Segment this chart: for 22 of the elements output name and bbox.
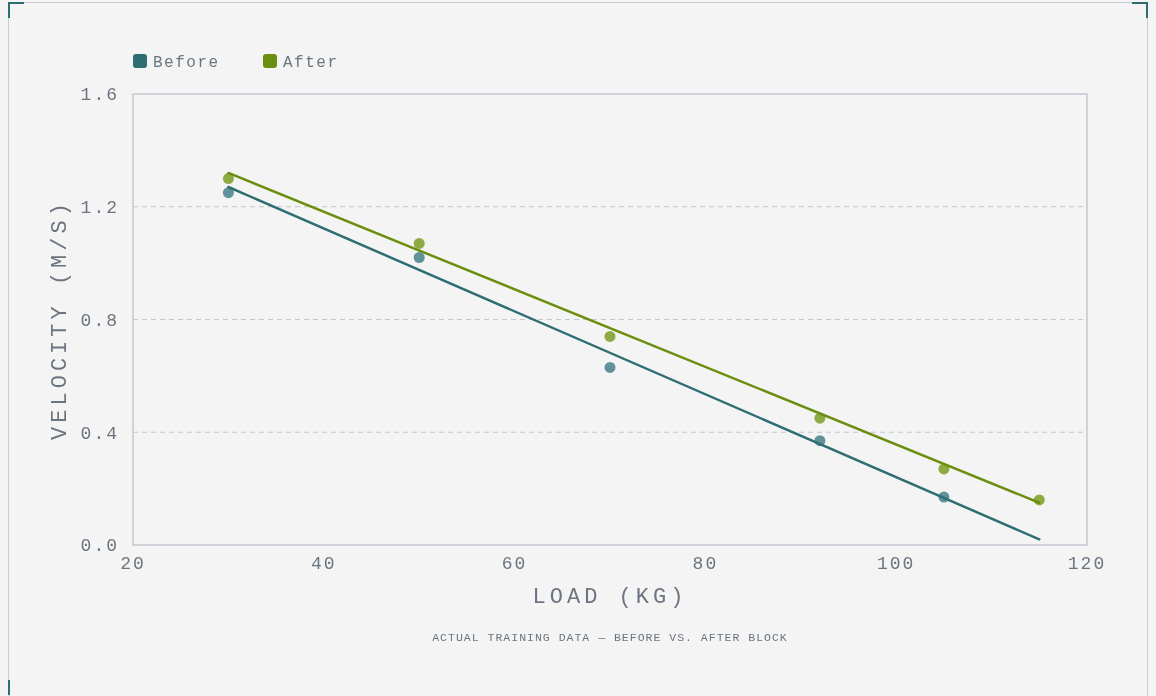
- x-tick-label: 40: [311, 554, 337, 574]
- y-tick-label: 1.2: [80, 198, 119, 219]
- x-tick-label: 80: [692, 554, 719, 574]
- x-tick-label: 100: [877, 554, 916, 574]
- x-tick-label: 120: [1067, 554, 1107, 574]
- y-axis-title: VELOCITY (M/S): [48, 199, 73, 440]
- point: [604, 330, 616, 342]
- text: ACTUAL TRAINING DATA — BEFORE VS. AFTER BLOCK: [432, 631, 788, 644]
- point: [413, 251, 425, 263]
- y-tick-label: 1.6: [80, 85, 119, 106]
- x-axis-title: LOAD (KG): [532, 585, 688, 610]
- point: [222, 187, 234, 199]
- legend-label: Before: [153, 53, 220, 72]
- point: [604, 361, 616, 373]
- legend-label: After: [283, 53, 339, 72]
- y-tick-label: 0.4: [80, 423, 119, 444]
- y-tick-label: 0.8: [80, 310, 119, 331]
- x-tick-label: 20: [120, 554, 146, 574]
- point: [413, 237, 425, 249]
- x-tick-label: 60: [501, 554, 528, 574]
- y-tick-label: 0.0: [80, 536, 119, 557]
- point: [222, 173, 234, 185]
